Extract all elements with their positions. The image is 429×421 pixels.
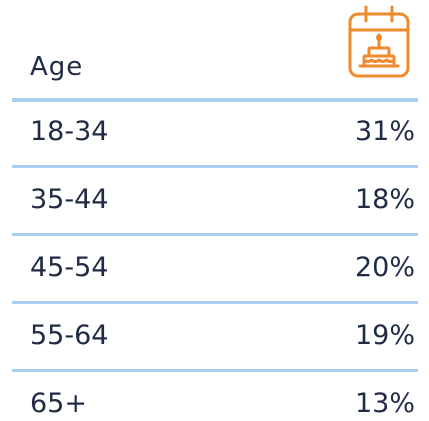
header-title: Age <box>30 52 84 82</box>
row-label: 35-44 <box>30 184 109 215</box>
row-rule <box>12 369 418 372</box>
row-value: 19% <box>354 320 415 351</box>
row-rule <box>12 165 418 168</box>
row-value: 18% <box>354 184 415 215</box>
row-rule <box>12 301 418 304</box>
row-label: 18-34 <box>30 116 109 147</box>
row-label: 55-64 <box>30 320 109 351</box>
row-label: 45-54 <box>30 252 109 283</box>
row-value: 13% <box>354 388 415 419</box>
row-label: 65+ <box>30 388 87 419</box>
row-value: 31% <box>354 116 415 147</box>
row-value: 20% <box>354 252 415 283</box>
calendar-cake-icon <box>348 5 410 78</box>
header-rule <box>12 98 418 102</box>
row-rule <box>12 233 418 236</box>
